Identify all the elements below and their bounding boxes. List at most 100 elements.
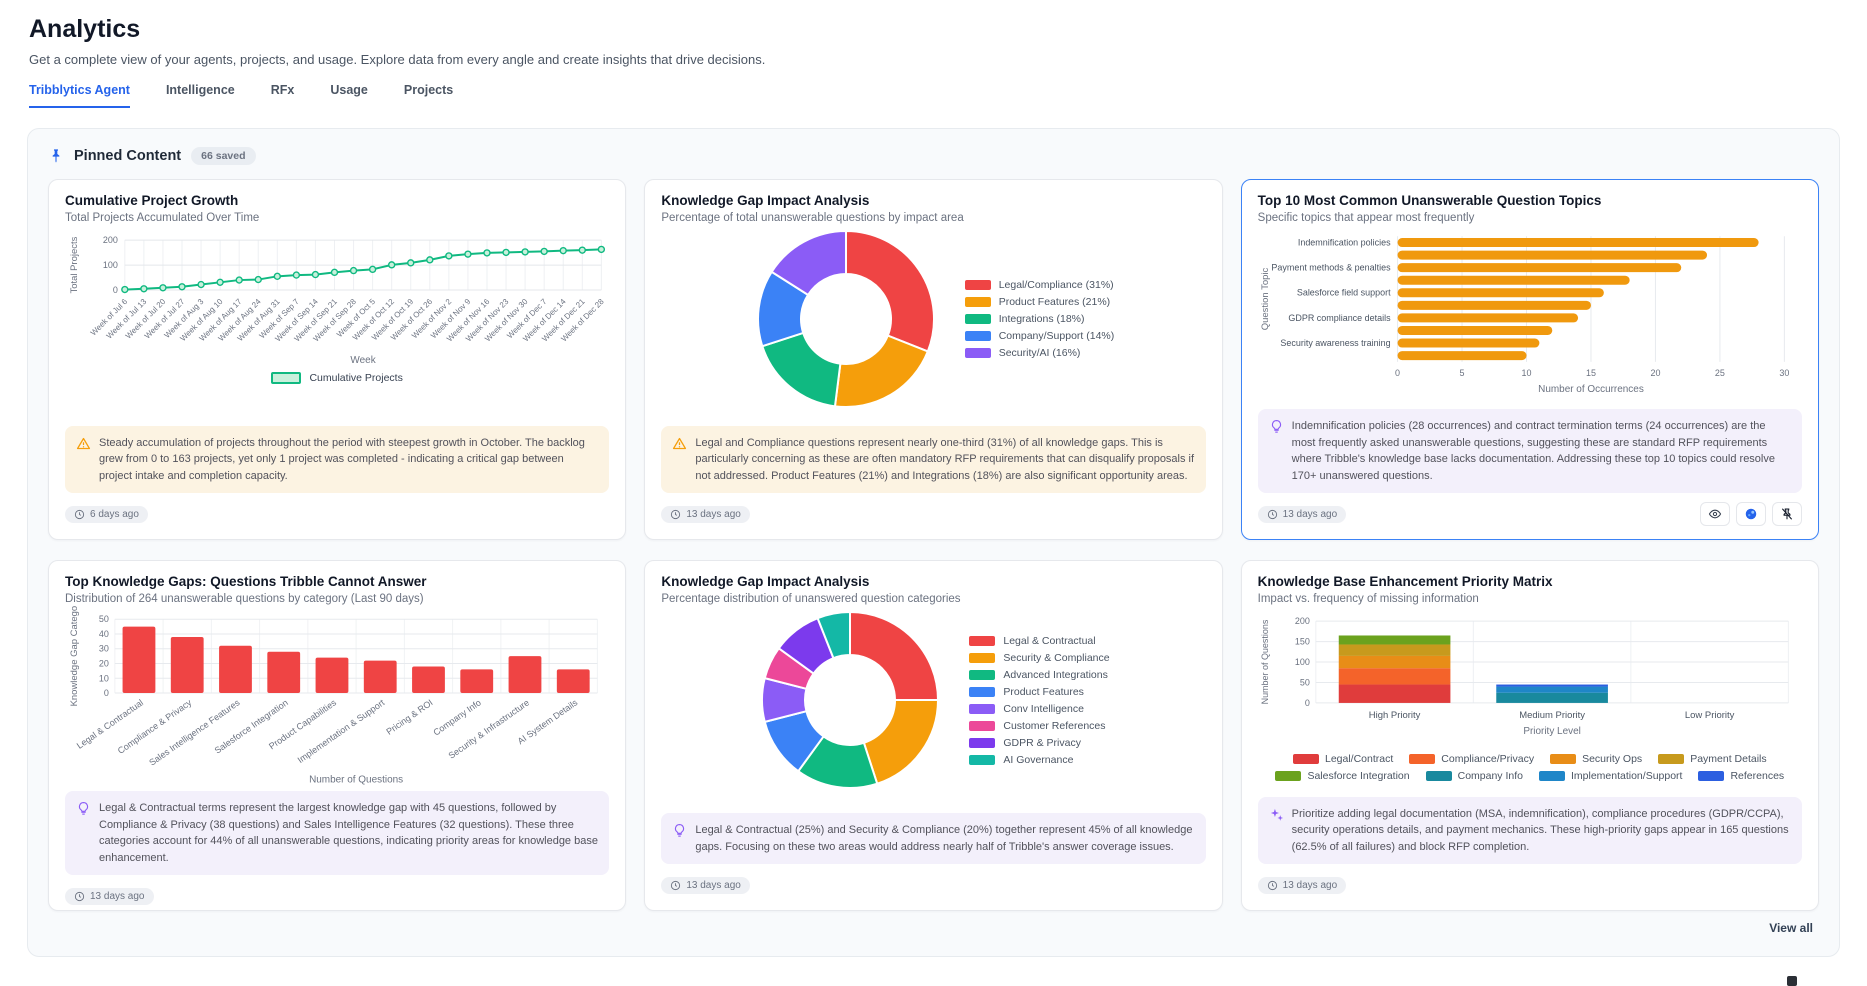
warning-icon	[76, 437, 91, 449]
card-top-10-unanswerable-topics[interactable]: Top 10 Most Common Unanswerable Question…	[1240, 179, 1819, 540]
legend-item: Implementation/Support	[1538, 770, 1682, 782]
tab-intelligence[interactable]: Intelligence	[165, 83, 235, 97]
timestamp-pill: 13 days ago	[661, 876, 750, 894]
pin-icon	[52, 149, 60, 163]
donut-chart	[761, 610, 940, 789]
svg-text:150: 150	[1295, 637, 1310, 647]
card-footer: 13 days ago	[1257, 873, 1802, 897]
timestamp: 13 days ago	[1282, 508, 1338, 520]
timestamp: 13 days ago	[90, 890, 145, 902]
stray-artifact	[1787, 976, 1797, 986]
insight-box: Indemnification policies (28 occurrences…	[1257, 409, 1802, 493]
line-chart-area: 0 100 200 Week of Jul 6 Week of Jul 13 Week o…	[65, 230, 609, 384]
legend-item: Legal & Contractual	[969, 635, 1109, 647]
clock-icon	[1267, 509, 1277, 519]
timestamp-pill: 13 days ago	[1257, 505, 1347, 523]
lightbulb-icon	[675, 823, 685, 837]
legend-item: Product Features	[969, 686, 1109, 698]
legend-item: Security Ops	[1550, 753, 1642, 765]
svg-text:Indemnification policies: Indemnification policies	[1298, 238, 1391, 248]
legend-item: Salesforce Integration	[1275, 770, 1410, 782]
clock-icon	[671, 509, 681, 519]
svg-text:10: 10	[99, 673, 109, 683]
timestamp-pill: 6 days ago	[65, 505, 148, 523]
stacked-bar-chart-area: 0 50 100 150 200 High Priority Medium Priority…	[1258, 611, 1802, 782]
insight-box: Legal & Contractual (25%) and Security &…	[661, 813, 1206, 864]
svg-text:50: 50	[1300, 677, 1310, 687]
svg-text:Salesforce field support: Salesforce field support	[1297, 288, 1391, 298]
legend-item: Customer References	[969, 720, 1109, 732]
svg-text:Implementation & Support: Implementation & Support	[296, 697, 387, 765]
card-title: Knowledge Gap Impact Analysis	[661, 574, 870, 589]
svg-text:Priority Level: Priority Level	[1523, 726, 1581, 737]
svg-text:Total Projects: Total Projects	[69, 236, 80, 293]
donut-chart	[756, 229, 935, 408]
card-top-knowledge-gaps[interactable]: Top Knowledge Gaps: Questions Tribble Ca…	[48, 560, 627, 911]
card-footer: 13 days ago	[65, 884, 609, 908]
card-title: Top 10 Most Common Unanswerable Question…	[1257, 193, 1602, 208]
horizontal-bar-chart: 0 5 10 15 20 25 30 Indemnification policies Paym…	[1260, 236, 1789, 395]
card-priority-matrix[interactable]: Knowledge Base Enhancement Priority Matr…	[1240, 560, 1819, 911]
svg-text:Security awareness training: Security awareness training	[1280, 338, 1390, 348]
saved-count-badge: 66 saved	[191, 147, 256, 165]
warning-icon	[673, 437, 687, 449]
legend-item: GDPR & Privacy	[969, 737, 1109, 749]
svg-text:200: 200	[103, 235, 118, 245]
timestamp-pill: 13 days ago	[1257, 876, 1347, 894]
legend-item: Security & Compliance	[969, 652, 1110, 664]
card-knowledge-gap-impact-analysis[interactable]: Knowledge Gap Impact Analysis Percentage…	[644, 179, 1223, 540]
svg-text:0: 0	[1304, 698, 1309, 708]
unpin-button[interactable]	[1771, 502, 1802, 526]
svg-text:20: 20	[99, 659, 109, 669]
svg-text:Number of Occurrences: Number of Occurrences	[1538, 384, 1644, 395]
legend-item: Payment Details	[1658, 753, 1767, 765]
view-all-link[interactable]: View all	[1769, 921, 1813, 935]
card-title: Knowledge Gap Impact Analysis	[661, 193, 870, 208]
lightbulb-icon	[78, 801, 89, 815]
card-subtitle: Total Projects Accumulated Over Time	[65, 212, 260, 224]
chart-legend: Legal/Compliance (31%) Product Features (…	[964, 279, 1115, 359]
svg-text:15: 15	[1586, 368, 1596, 378]
timestamp: 13 days ago	[686, 879, 741, 891]
legend-item: Advanced Integrations	[969, 669, 1109, 681]
timestamp-pill: 13 days ago	[65, 887, 154, 905]
horizontal-bar-chart-area: 0 5 10 15 20 25 30 Indemnification policies Paym…	[1258, 230, 1802, 402]
chart-legend: Legal/Contract Compliance/Privacy Security…	[1258, 753, 1802, 782]
insight-text: Legal & Contractual terms represent the …	[99, 802, 598, 864]
card-actions	[1699, 502, 1802, 526]
tab-usage[interactable]: Usage	[330, 83, 368, 97]
card-knowledge-gap-impact-analysis-2[interactable]: Knowledge Gap Impact Analysis Percentage…	[644, 560, 1223, 911]
clock-icon	[671, 880, 681, 890]
card-title: Knowledge Base Enhancement Priority Matr…	[1257, 574, 1553, 589]
svg-text:High Priority: High Priority	[1368, 710, 1420, 721]
card-title: Cumulative Project Growth	[65, 193, 239, 208]
tab-rfx[interactable]: RFx	[270, 83, 295, 97]
svg-text:100: 100	[1295, 657, 1310, 667]
legend-item: AI Governance	[969, 754, 1109, 766]
tab-projects[interactable]: Projects	[403, 83, 454, 97]
donut-chart-area: Legal & Contractual Security & Compliance…	[661, 607, 1205, 793]
unpin-icon	[1781, 508, 1793, 520]
timestamp: 13 days ago	[1282, 879, 1338, 891]
lightbulb-icon	[1271, 419, 1281, 433]
svg-text:50: 50	[99, 614, 109, 624]
card-cumulative-project-growth[interactable]: Cumulative Project Growth Total Projects…	[48, 179, 627, 540]
insight-box: Legal and Compliance questions represent…	[661, 425, 1206, 493]
clock-icon	[74, 509, 85, 519]
pinned-content-section: Pinned Content 66 saved Cumulative Proje…	[27, 128, 1840, 957]
svg-text:30: 30	[1779, 368, 1789, 378]
svg-text:20: 20	[1650, 368, 1660, 378]
color-theme-button[interactable]	[1735, 502, 1766, 526]
legend-item: References	[1698, 770, 1784, 782]
tab-bar: Tribblytics Agent Intelligence RFx Usage…	[0, 83, 1867, 108]
section-title: Pinned Content	[74, 148, 182, 164]
view-insight-button[interactable]	[1699, 502, 1730, 526]
svg-text:Number of Questions: Number of Questions	[309, 775, 403, 786]
timestamp: 13 days ago	[686, 508, 741, 520]
chart-legend: Legal & Contractual Security & Compliance…	[969, 635, 1110, 766]
legend-item: Integrations (18%)	[964, 313, 1115, 325]
svg-text:Medium Priority: Medium Priority	[1519, 710, 1585, 721]
tab-tribblytics-agent[interactable]: Tribblytics Agent	[29, 83, 130, 108]
legend-item: Legal/Contract	[1292, 753, 1393, 765]
